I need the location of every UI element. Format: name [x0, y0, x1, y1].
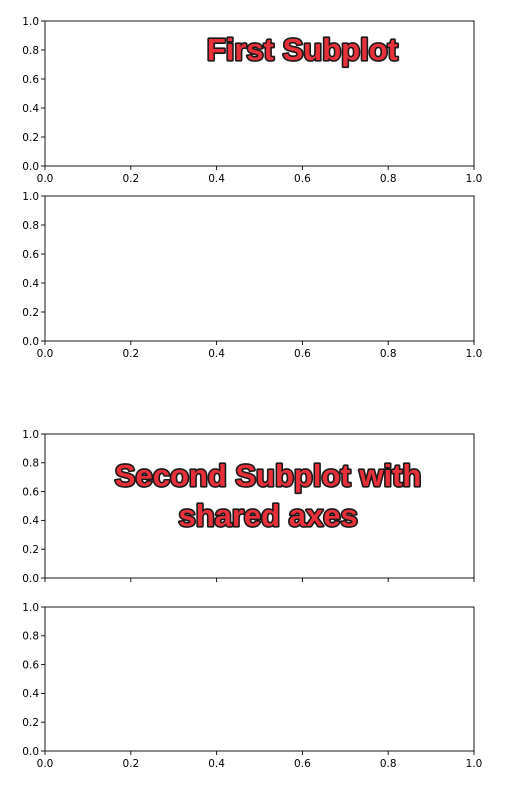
x-tick-label: 0.4 [208, 758, 225, 770]
subplot-3: 0.0 0.2 0.4 0.6 0.8 1.0 Second Subplot with sha… [22, 429, 475, 585]
annotation-text: Second Subplot with shared axes [115, 458, 422, 533]
y-tick-label: 0.4 [22, 688, 39, 700]
axes-frame [44, 433, 475, 579]
axes-frame [44, 606, 475, 752]
y-tick-label: 0.4 [22, 278, 39, 290]
y-tick-label: 0.6 [22, 74, 39, 86]
x-tick-label: 0.0 [37, 758, 54, 770]
y-tick-label: 0.0 [22, 336, 39, 348]
x-tick-label: 1.0 [466, 348, 483, 360]
x-tick-label: 0.6 [294, 348, 311, 360]
y-tick-label: 0.2 [22, 544, 39, 556]
y-tick-label: 0.8 [22, 631, 39, 643]
x-tick-label: 1.0 [466, 173, 483, 185]
x-tick-label: 0.4 [208, 348, 225, 360]
annotation-line: Second Subplot with [115, 458, 422, 493]
y-tick-label: 0.8 [22, 45, 39, 57]
subplot-1: 0.0 0.2 0.4 0.6 0.8 1.0 0.0 0.2 0.4 0.6 0.8 1.0 Firs… [22, 16, 482, 185]
y-tick-label: 0.2 [22, 307, 39, 319]
y-tick-label: 0.2 [22, 717, 39, 729]
y-tick-label: 0.0 [22, 573, 39, 585]
annotation-line: First Subplot [207, 32, 398, 67]
axes-frame [44, 20, 475, 167]
x-tick-label: 0.6 [294, 758, 311, 770]
x-tick-label: 0.0 [37, 173, 54, 185]
y-tick-label: 0.0 [22, 746, 39, 758]
axes-frame [44, 195, 475, 342]
x-tick-label: 0.4 [208, 173, 225, 185]
y-tick-label: 0.6 [22, 659, 39, 671]
x-tick-label: 0.2 [122, 173, 139, 185]
y-tick-label: 1.0 [22, 602, 39, 614]
y-tick-label: 1.0 [22, 191, 39, 203]
y-tick-label: 0.6 [22, 486, 39, 498]
x-tick-label: 0.8 [380, 758, 397, 770]
x-tick-label: 0.2 [122, 348, 139, 360]
x-tick-label: 1.0 [466, 758, 483, 770]
y-tick-label: 1.0 [22, 429, 39, 441]
y-tick-label: 0.0 [22, 161, 39, 173]
subplot-4: 0.0 0.2 0.4 0.6 0.8 1.0 0.0 0.2 0.4 0.6 0.8 1.0 [22, 602, 482, 770]
y-tick-label: 0.4 [22, 515, 39, 527]
y-tick-label: 0.8 [22, 458, 39, 470]
x-tick-label: 0.2 [122, 758, 139, 770]
x-tick-label: 0.8 [380, 348, 397, 360]
x-tick-label: 0.8 [380, 173, 397, 185]
y-tick-label: 1.0 [22, 16, 39, 28]
annotation-line: shared axes [178, 498, 357, 533]
y-tick-label: 0.4 [22, 103, 39, 115]
y-tick-label: 0.6 [22, 249, 39, 261]
y-tick-label: 0.2 [22, 132, 39, 144]
subplot-2: 0.0 0.2 0.4 0.6 0.8 1.0 0.0 0.2 0.4 0.6 0.8 1.0 [22, 191, 482, 360]
annotation-text: First Subplot [207, 32, 398, 67]
x-tick-label: 0.6 [294, 173, 311, 185]
y-tick-label: 0.8 [22, 220, 39, 232]
x-tick-label: 0.0 [37, 348, 54, 360]
